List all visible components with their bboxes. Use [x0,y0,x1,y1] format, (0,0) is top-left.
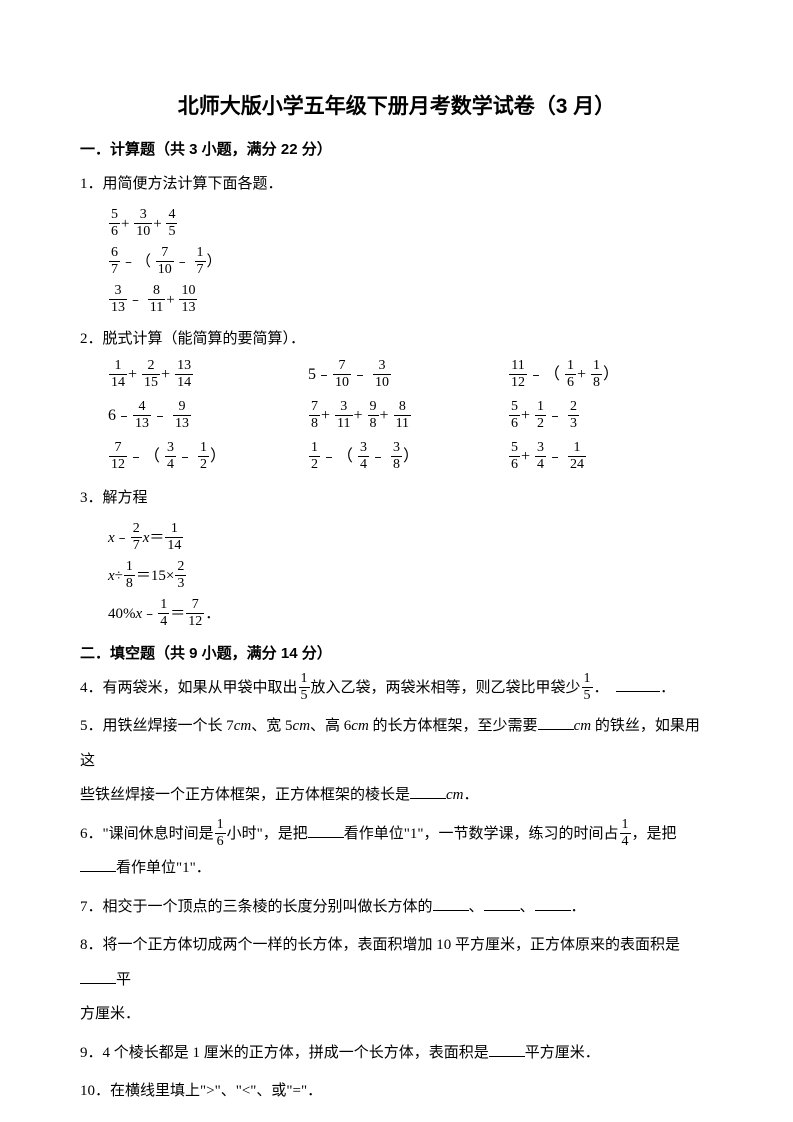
blank-input[interactable] [80,968,116,984]
q2-r3c2: 12﹣（ 34﹣ 38） [308,442,508,473]
q2-r2c3: 56+ 12﹣ 23 [508,401,708,432]
blank-input[interactable] [484,895,520,911]
q3-c: 40%x﹣14＝712． [108,596,713,632]
blank-input[interactable] [538,714,574,730]
blank-input[interactable] [80,856,116,872]
q2-row1: 114+ 215+ 1314 5﹣710﹣ 310 1112﹣（ 16+ 18） [108,360,713,391]
q2-r3c3: 56+ 34﹣ 124 [508,442,708,473]
blank-input[interactable] [410,783,446,799]
q2-r1c3: 1112﹣（ 16+ 18） [508,360,708,391]
blank-input[interactable] [489,1041,525,1057]
blank-input[interactable] [616,676,660,692]
q1-expr-c: 313﹣ 811+ 1013 [108,282,713,318]
page-title: 北师大版小学五年级下册月考数学试卷（3 月） [80,90,713,120]
q3-stem: 3．解方程 [80,481,713,516]
blank-input[interactable] [535,895,571,911]
q6: 6．"课间休息时间是16小时"，是把看作单位"1"，一节数学课，练习的时间占14… [80,817,713,886]
blank-input[interactable] [308,822,344,838]
q9: 9．4 个棱长都是 1 厘米的正方体，拼成一个长方体，表面积是平方厘米． [80,1036,713,1071]
q1-stem: 1．用简便方法计算下面各题． [80,167,713,202]
q3-a: x﹣27x＝114 [108,520,713,556]
q8: 8．将一个正方体切成两个一样的长方体，表面积增加 10 平方厘米，正方体原来的表… [80,928,713,1032]
section1-head: 一．计算题（共 3 小题，满分 22 分） [80,138,713,159]
q1-expr-a: 56+ 310+ 45 [108,206,713,242]
q2-r2c2: 78+ 311+ 98+ 811 [308,401,508,432]
q4: 4．有两袋米，如果从甲袋中取出15放入乙袋，两袋米相等，则乙袋比甲袋少15． ． [80,671,713,706]
q2-r1c1: 114+ 215+ 1314 [108,360,308,391]
q2-row2: 6﹣413﹣ 913 78+ 311+ 98+ 811 56+ 12﹣ 23 [108,401,713,432]
q3-b: x÷18＝15×23 [108,558,713,594]
q2-r1c2: 5﹣710﹣ 310 [308,360,508,391]
q10: 10．在横线里填上">"、"<"、或"="． [80,1074,713,1109]
q2-stem: 2．脱式计算（能简算的要简算）． [80,322,713,357]
q1-expr-b: 67﹣（ 710﹣ 17） [108,244,713,280]
q2-row3: 712﹣（ 34﹣ 12） 12﹣（ 34﹣ 38） 56+ 34﹣ 124 [108,442,713,473]
q5: 5．用铁丝焊接一个长 7cm、宽 5cm、高 6cm 的长方体框架，至少需要cm… [80,709,713,813]
exam-page: 北师大版小学五年级下册月考数学试卷（3 月） 一．计算题（共 3 小题，满分 2… [0,0,793,1122]
q7: 7．相交于一个顶点的三条棱的长度分别叫做长方体的、、． [80,890,713,925]
q2-r2c1: 6﹣413﹣ 913 [108,401,308,432]
q2-r3c1: 712﹣（ 34﹣ 12） [108,442,308,473]
section2-head: 二．填空题（共 9 小题，满分 14 分） [80,642,713,663]
blank-input[interactable] [433,895,469,911]
